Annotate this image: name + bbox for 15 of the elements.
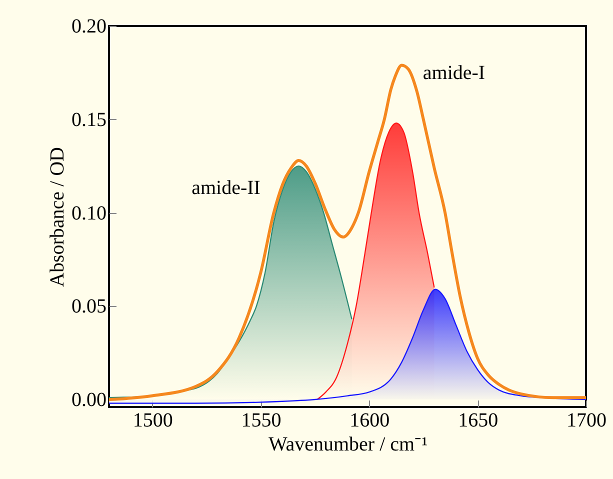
x-tick-label: 1700 xyxy=(566,410,606,432)
annotation: amide-II xyxy=(192,177,260,199)
line-series xyxy=(109,64,586,402)
y-tick-label: 0.10 xyxy=(72,202,106,224)
x-tick-label: 1550 xyxy=(241,410,282,432)
y-tick-label: 0.20 xyxy=(72,16,106,38)
y-axis-title: Absorbance / OD xyxy=(46,147,68,287)
x-axis-title: Wavenumber / cm⁻¹ xyxy=(268,434,428,456)
y-tick-label: 0.05 xyxy=(72,296,106,318)
y-tick-label: 0.15 xyxy=(72,108,106,131)
x-tick-label: 1650 xyxy=(458,410,498,432)
y-tick-label: 0.00 xyxy=(72,389,106,412)
annotation: amide-I xyxy=(422,62,486,84)
x-tick-label: 1600 xyxy=(350,410,390,432)
x-tick-label: 1500 xyxy=(132,410,173,432)
